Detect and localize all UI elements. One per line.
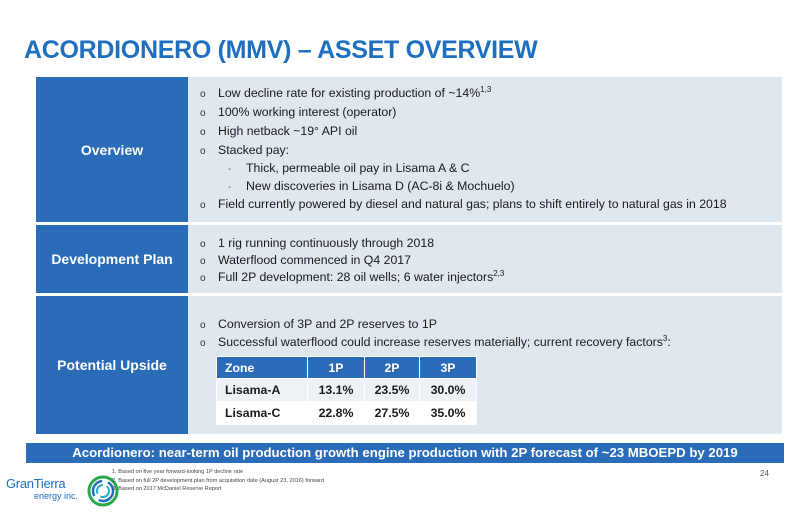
- section-divider: [36, 293, 782, 296]
- bullet-waterflood: o Waterflood commenced in Q4 2017: [200, 253, 411, 267]
- section-divider: [36, 222, 782, 225]
- development-label: Development Plan: [36, 225, 188, 293]
- footnotes: 1. Based on five year forward-looking 1P…: [112, 468, 324, 494]
- footnote: 1. Based on five year forward-looking 1P…: [112, 469, 244, 475]
- logo-name: GranTierra: [6, 476, 66, 491]
- upside-label: Potential Upside: [36, 296, 188, 434]
- overview-body: o Low decline rate for existing productio…: [200, 77, 776, 222]
- bullet-conversion: o Conversion of 3P and 2P reserves to 1P: [200, 317, 437, 331]
- table-header-row: Zone 1P 2P 3P: [216, 356, 477, 379]
- bullet-netback: o High netback ~19° API oil: [200, 124, 358, 138]
- table-header: 3P: [419, 356, 477, 379]
- table-row: Lisama-C 22.8% 27.5% 35.0%: [216, 401, 477, 425]
- logo-subtitle: energy inc.: [34, 491, 79, 501]
- footnote: 3. Based on 2017 McDaniel Reserve Report: [112, 486, 222, 493]
- table-cell: 23.5%: [364, 378, 420, 402]
- overview-label: Overview: [36, 77, 188, 222]
- recovery-factors-table: Zone 1P 2P 3P Lisama-A 13.1% 23.5% 30.0%…: [216, 356, 477, 425]
- sub-bullet-lisama-ac: - Thick, permeable oil pay in Lisama A & …: [228, 161, 470, 175]
- table-header: 2P: [364, 356, 420, 379]
- table-cell: Lisama-A: [216, 378, 308, 402]
- bullet-power: o Field currently powered by diesel and n…: [200, 197, 727, 211]
- bullet-recovery: o Successful waterflood could increase re…: [200, 334, 671, 350]
- table-cell: 30.0%: [419, 378, 477, 402]
- summary-banner: Acordionero: near-term oil production gr…: [26, 443, 784, 463]
- table-header: Zone: [216, 356, 308, 379]
- bullet-working-interest: o 100% working interest (operator): [200, 105, 397, 119]
- table-cell: Lisama-C: [216, 401, 308, 425]
- page-number: 24: [760, 469, 769, 478]
- footnote: 2. Based on full 2P development plan fro…: [112, 477, 324, 484]
- table-cell: 22.8%: [307, 401, 365, 425]
- table-header: 1P: [307, 356, 365, 379]
- table-cell: 27.5%: [364, 401, 420, 425]
- table-cell: 35.0%: [419, 401, 477, 425]
- bullet-stacked-pay: o Stacked pay:: [200, 143, 290, 157]
- page-title: ACORDIONERO (MMV) – ASSET OVERVIEW: [24, 36, 538, 64]
- company-logo: GranTierra energy inc.: [6, 474, 124, 512]
- bullet-full-2p: o Full 2P development: 28 oil wells; 6 wa…: [200, 269, 505, 285]
- table-row: Lisama-A 13.1% 23.5% 30.0%: [216, 378, 477, 402]
- bullet-decline: o Low decline rate for existing productio…: [200, 85, 492, 101]
- table-cell: 13.1%: [307, 378, 365, 402]
- upside-body: o Conversion of 3P and 2P reserves to 1P …: [200, 296, 776, 434]
- logo-globe-icon: [87, 475, 119, 507]
- overview-section: Overview o Low decline rate for existing …: [36, 77, 782, 222]
- sub-bullet-lisama-d: - New discoveries in Lisama D (AC-8i & Mo…: [228, 179, 515, 193]
